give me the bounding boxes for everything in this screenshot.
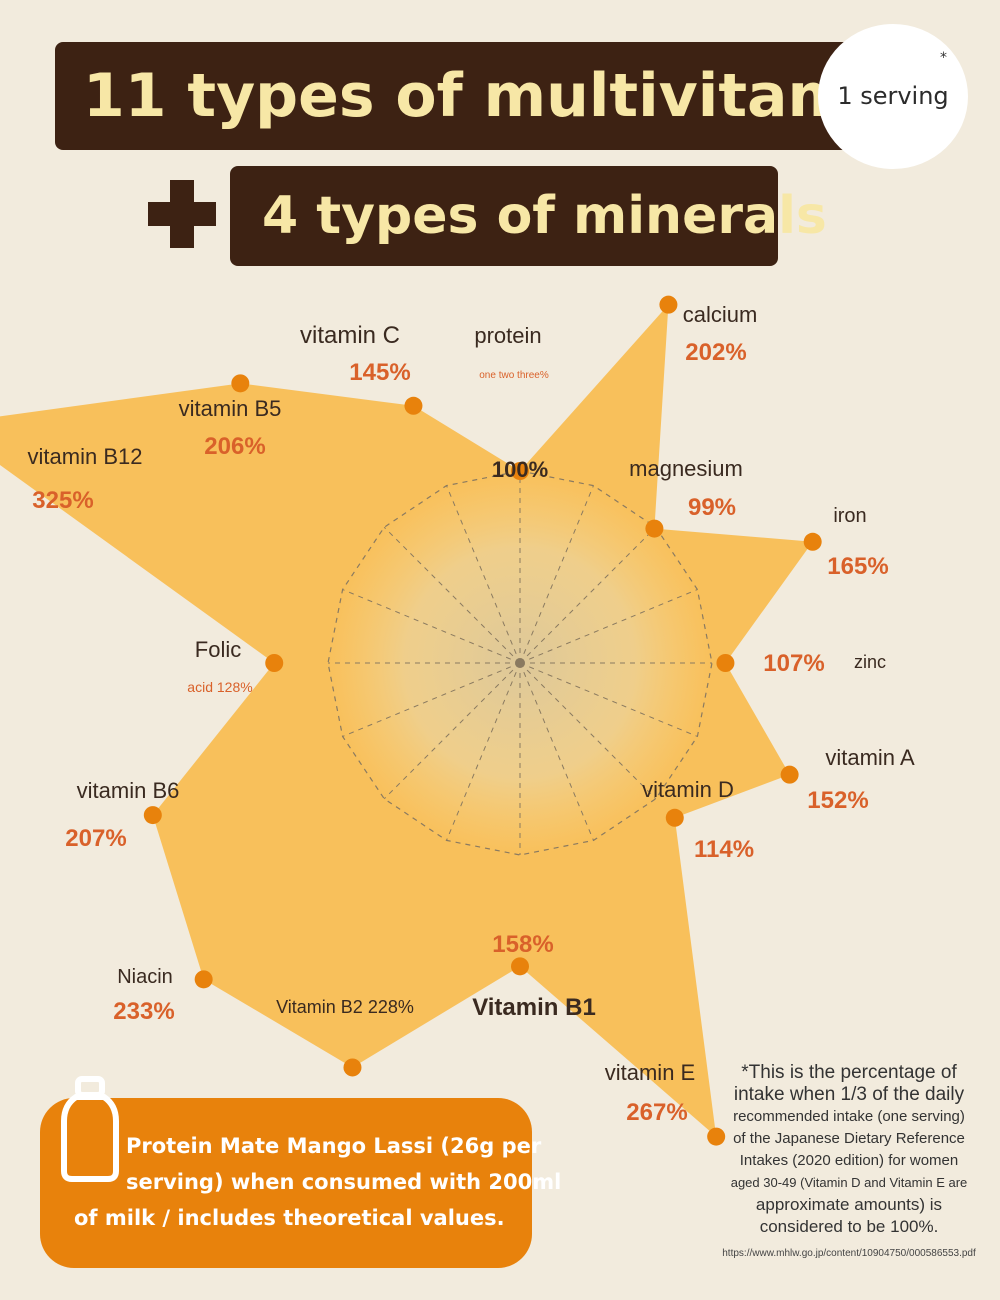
value-label: 152%: [807, 787, 868, 814]
axis-spoke: [342, 662, 521, 737]
data-point-calcium: [659, 295, 678, 314]
axis-spoke: [383, 526, 521, 664]
data-point-folic: [265, 654, 284, 672]
axis-spoke: [519, 662, 594, 841]
value-label: 158%: [492, 931, 553, 958]
serving-asterisk: *: [940, 50, 947, 66]
axis-label: vitamin D: [642, 777, 734, 802]
data-point-vitamin-b5: [231, 374, 250, 393]
footnote-line: recommended intake (one serving): [733, 1108, 965, 1125]
data-point-vitamin-c: [404, 396, 423, 415]
data-point-vitamin-e: [707, 1127, 726, 1146]
axis-spoke: [519, 662, 698, 737]
product-line: Protein Mate Mango Lassi (26g per: [126, 1134, 542, 1158]
value-label: 165%: [827, 553, 888, 580]
axis-label: calcium: [683, 302, 758, 327]
axis-label: protein: [474, 323, 541, 348]
product-description-box: Protein Mate Mango Lassi (26g per servin…: [40, 1098, 561, 1268]
footnote-line: aged 30-49 (Vitamin D and Vitamin E are: [730, 1175, 968, 1190]
value-label: 202%: [685, 339, 746, 366]
data-point-protein: [511, 462, 529, 480]
footnote-line: approximate amounts) is: [755, 1195, 943, 1214]
value-label: 114%: [694, 836, 754, 863]
axis-spoke: [519, 589, 698, 664]
footnote: *This is the percentage of intake when 1…: [718, 1062, 980, 1238]
value-label: 325%: [32, 487, 93, 514]
bottle-icon: [61, 1076, 119, 1182]
axis-label: iron: [833, 505, 866, 527]
data-point-iron: [803, 532, 822, 551]
data-point-niacin: [194, 970, 213, 989]
serving-badge: 1 serving: [818, 24, 968, 169]
value-label: acid 128%: [187, 679, 252, 695]
axis-label: magnesium: [629, 456, 743, 481]
title-banner-multivitamins: 11 types of multivitamins: [55, 42, 949, 150]
product-line: serving) when consumed with 200ml: [126, 1170, 562, 1194]
axis-spoke: [519, 662, 657, 800]
data-point-vitamin-a: [780, 765, 799, 784]
axis-spoke: [342, 589, 521, 664]
source-url: https://www.mhlw.go.jp/content/10904750/…: [722, 1248, 976, 1259]
axis-spoke: [519, 526, 657, 664]
axis-label: zinc: [854, 652, 886, 672]
value-label: 107%: [763, 650, 824, 677]
value-label: 99%: [688, 494, 736, 521]
data-point-vitamin-b6: [143, 806, 162, 825]
axis-spoke: [446, 662, 521, 841]
axis-label: vitamin A: [825, 745, 915, 770]
data-point-vitamin-b2-228: [343, 1058, 362, 1077]
axis-label: Vitamin B1: [472, 994, 596, 1021]
footnote-line: Intakes (2020 edition) for women: [739, 1152, 959, 1169]
axis-spoke: [383, 662, 521, 800]
value-label: 145%: [349, 359, 410, 386]
axis-label: vitamin C: [300, 322, 400, 349]
axis-label: vitamin B5: [179, 396, 282, 421]
value-label: one two three%: [479, 370, 549, 381]
footnote-line: of the Japanese Dietary Reference: [733, 1130, 965, 1147]
axis-spoke: [446, 485, 521, 664]
axis-label: vitamin E: [605, 1060, 695, 1085]
value-label: 207%: [65, 825, 126, 852]
axis-label: Folic: [195, 637, 241, 662]
chart-center: [515, 658, 525, 668]
axis-label: Niacin: [117, 966, 173, 988]
reference-label: 100%: [492, 457, 548, 482]
value-label: 233%: [113, 998, 174, 1025]
value-label: 206%: [204, 433, 265, 460]
axis-spoke: [519, 485, 594, 664]
data-point-vitamin-b1: [511, 957, 529, 976]
footnote-line: intake when 1/3 of the daily: [733, 1084, 965, 1105]
axis-label: vitamin B6: [77, 778, 180, 803]
product-line: of milk / includes theoretical values.: [74, 1206, 505, 1230]
data-point-vitamin-d: [665, 808, 684, 827]
axis-label: vitamin B12: [28, 444, 143, 469]
value-label: 267%: [626, 1099, 687, 1126]
axis-label: Vitamin B2 228%: [276, 997, 414, 1017]
title-banner-minerals: 4 types of minerals: [230, 166, 827, 266]
data-point-zinc: [716, 654, 735, 672]
footnote-line: considered to be 100%.: [759, 1217, 939, 1236]
plus-icon: [148, 202, 216, 226]
data-point-magnesium: [645, 519, 664, 538]
footnote-line: *This is the percentage of: [741, 1062, 957, 1083]
